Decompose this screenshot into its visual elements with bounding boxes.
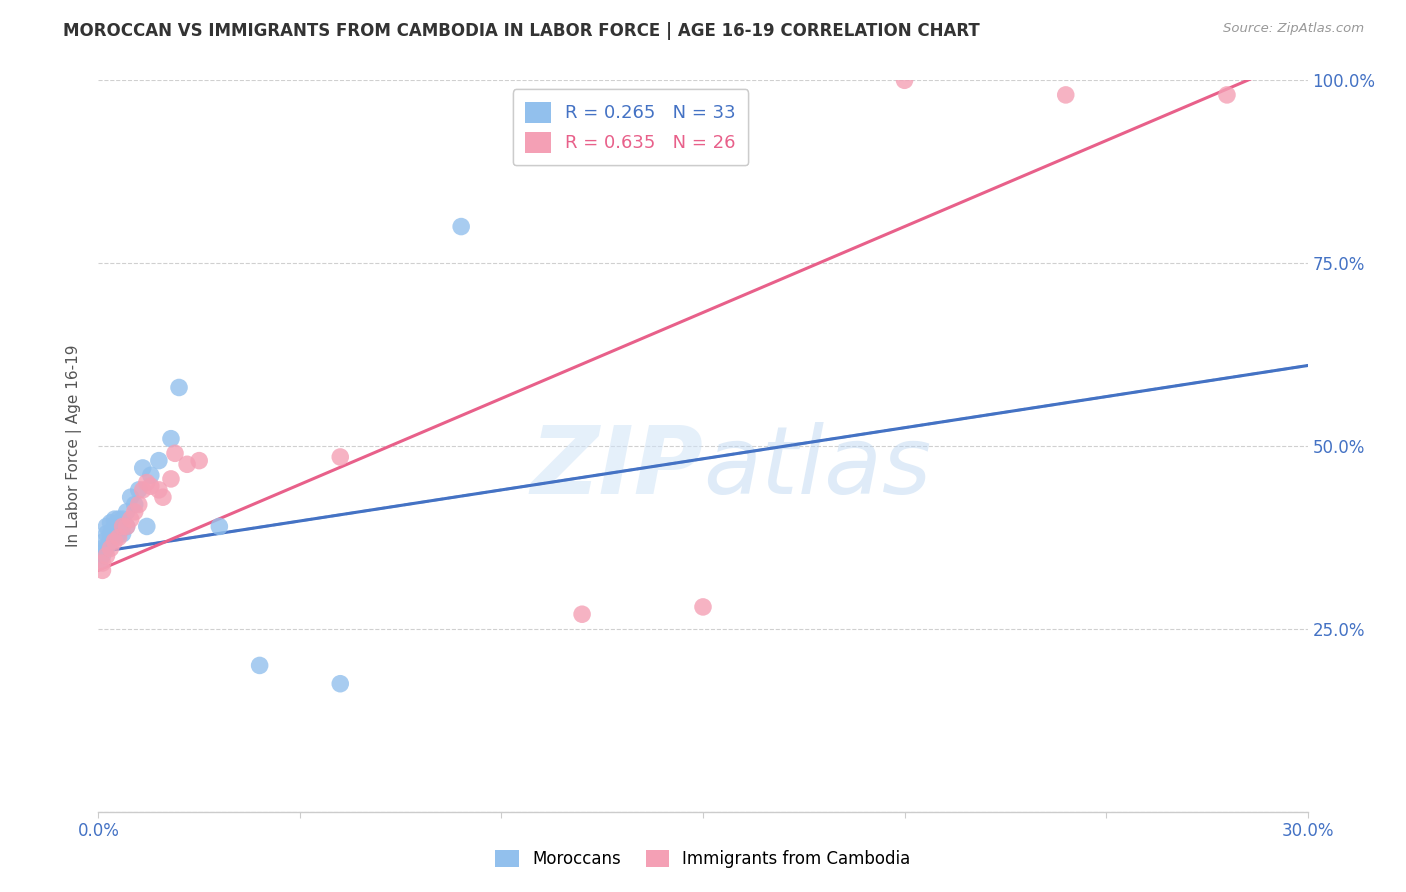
Immigrants from Cambodia: [124, 505, 146, 519]
Moroccans: [96, 541, 118, 556]
Immigrants from Cambodia: [132, 483, 155, 497]
Legend: Moroccans, Immigrants from Cambodia: Moroccans, Immigrants from Cambodia: [489, 843, 917, 875]
Moroccans: [160, 432, 183, 446]
Immigrants from Cambodia: [91, 563, 114, 577]
Immigrants from Cambodia: [188, 453, 211, 467]
Immigrants from Cambodia: [100, 541, 122, 556]
Moroccans: [100, 516, 122, 530]
Immigrants from Cambodia: [176, 457, 198, 471]
Moroccans: [93, 534, 115, 549]
Immigrants from Cambodia: [103, 534, 125, 549]
Text: Source: ZipAtlas.com: Source: ZipAtlas.com: [1223, 22, 1364, 36]
Immigrants from Cambodia: [152, 490, 174, 504]
Moroccans: [107, 512, 129, 526]
Moroccans: [91, 549, 114, 563]
Immigrants from Cambodia: [91, 556, 114, 570]
Legend: R = 0.265   N = 33, R = 0.635   N = 26: R = 0.265 N = 33, R = 0.635 N = 26: [513, 89, 748, 165]
Moroccans: [167, 380, 190, 394]
Immigrants from Cambodia: [135, 475, 157, 490]
Immigrants from Cambodia: [160, 472, 183, 486]
Text: ZIP: ZIP: [530, 422, 703, 514]
Moroccans: [103, 530, 125, 544]
Moroccans: [329, 676, 352, 690]
Moroccans: [115, 519, 138, 533]
Immigrants from Cambodia: [128, 498, 150, 512]
Immigrants from Cambodia: [571, 607, 593, 622]
Moroccans: [100, 526, 122, 541]
Moroccans: [100, 534, 122, 549]
Moroccans: [115, 505, 138, 519]
Moroccans: [100, 530, 122, 544]
Immigrants from Cambodia: [1054, 87, 1077, 102]
Moroccans: [132, 461, 155, 475]
Immigrants from Cambodia: [329, 450, 352, 464]
Immigrants from Cambodia: [1216, 87, 1239, 102]
Moroccans: [208, 519, 231, 533]
Immigrants from Cambodia: [120, 512, 142, 526]
Moroccans: [111, 526, 134, 541]
Text: atlas: atlas: [703, 423, 931, 514]
Moroccans: [107, 526, 129, 541]
Moroccans: [148, 453, 170, 467]
Immigrants from Cambodia: [139, 479, 162, 493]
Moroccans: [89, 552, 111, 566]
Moroccans: [139, 468, 162, 483]
Y-axis label: In Labor Force | Age 16-19: In Labor Force | Age 16-19: [66, 344, 83, 548]
Text: MOROCCAN VS IMMIGRANTS FROM CAMBODIA IN LABOR FORCE | AGE 16-19 CORRELATION CHAR: MOROCCAN VS IMMIGRANTS FROM CAMBODIA IN …: [63, 22, 980, 40]
Moroccans: [96, 519, 118, 533]
Immigrants from Cambodia: [692, 599, 714, 614]
Moroccans: [450, 219, 472, 234]
Immigrants from Cambodia: [115, 519, 138, 533]
Moroccans: [249, 658, 271, 673]
Moroccans: [135, 519, 157, 533]
Moroccans: [128, 483, 150, 497]
Immigrants from Cambodia: [96, 549, 118, 563]
Immigrants from Cambodia: [163, 446, 186, 460]
Immigrants from Cambodia: [107, 530, 129, 544]
Moroccans: [103, 519, 125, 533]
Immigrants from Cambodia: [893, 73, 915, 87]
Moroccans: [120, 490, 142, 504]
Immigrants from Cambodia: [148, 483, 170, 497]
Moroccans: [124, 498, 146, 512]
Moroccans: [111, 512, 134, 526]
Immigrants from Cambodia: [111, 519, 134, 533]
Moroccans: [96, 526, 118, 541]
Moroccans: [103, 512, 125, 526]
Moroccans: [91, 541, 114, 556]
